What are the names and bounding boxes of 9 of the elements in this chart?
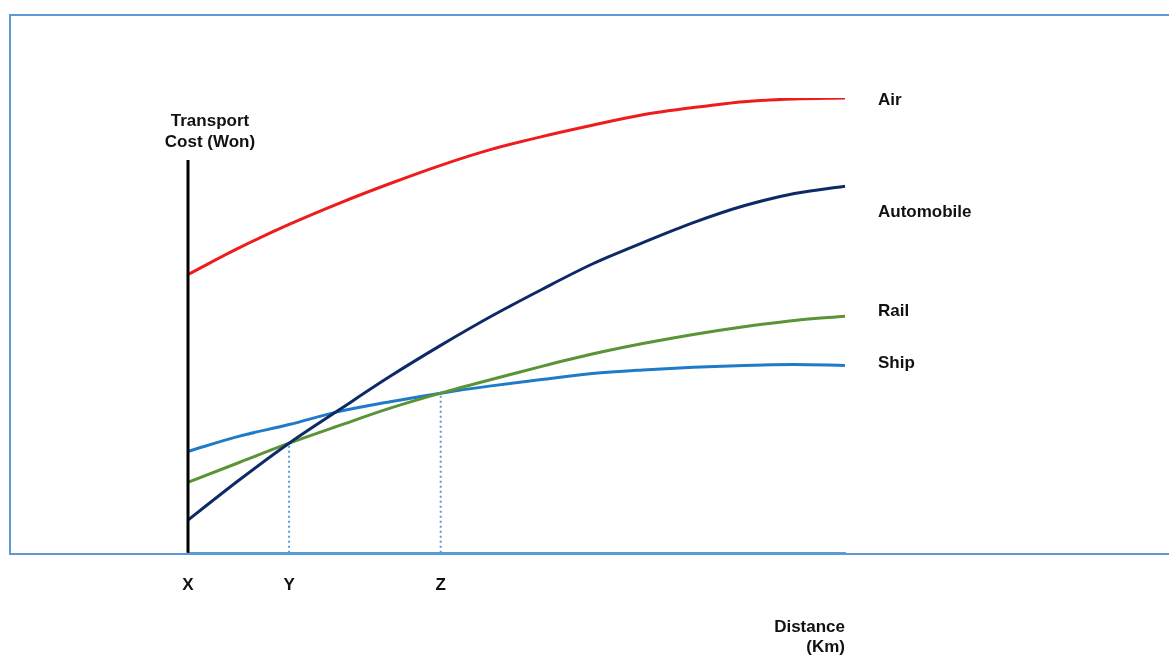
- series-label: Rail: [878, 300, 910, 320]
- x-tick-label: Y: [283, 574, 296, 594]
- x-axis-title: Distance (Km): [774, 617, 845, 657]
- x-tick-label: X: [182, 574, 195, 594]
- series-label: Ship: [878, 353, 915, 373]
- y-axis-title: Transport Cost (Won): [163, 110, 257, 152]
- x-tick-label: Z: [435, 574, 446, 594]
- text: Automobile: [878, 201, 972, 221]
- series-label: Air: [878, 89, 902, 109]
